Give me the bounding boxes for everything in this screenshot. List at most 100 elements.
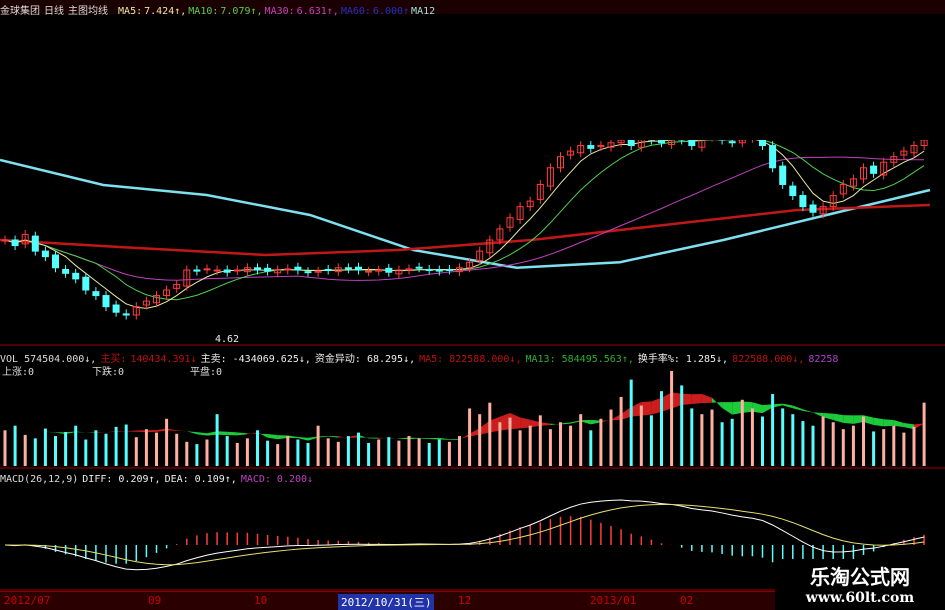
candle-body bbox=[839, 183, 847, 195]
volume-bar bbox=[437, 439, 441, 466]
candle-body bbox=[870, 165, 878, 174]
volume-ma-band bbox=[641, 401, 652, 416]
volume-ma-band bbox=[267, 434, 278, 440]
volume-ma-band bbox=[893, 419, 904, 428]
candle-body bbox=[405, 268, 413, 271]
candle-body bbox=[546, 167, 554, 187]
volume-bar bbox=[538, 415, 542, 466]
volume-bar bbox=[114, 426, 118, 466]
ma-label: MA10: bbox=[188, 6, 219, 17]
candle-body bbox=[789, 185, 797, 197]
main-header: 金球集团 日线 主图均线 MA5: 7.424↑, MA10: 7.079↑, MA30: 6… bbox=[0, 2, 443, 17]
volume-bar bbox=[508, 417, 512, 466]
volume-ma-band bbox=[35, 431, 46, 433]
candle-body bbox=[749, 137, 755, 138]
candle-body bbox=[1, 239, 9, 242]
volume-bar bbox=[902, 432, 906, 466]
volume-bar bbox=[801, 421, 805, 466]
ma-label: MA12 bbox=[411, 6, 436, 17]
candle-body bbox=[709, 134, 715, 137]
volume-ma-band bbox=[903, 422, 914, 430]
candle-body bbox=[910, 145, 918, 154]
volume-bar bbox=[33, 438, 37, 466]
candle-body bbox=[355, 266, 362, 271]
header-bar bbox=[0, 0, 945, 14]
volume-ma-band bbox=[156, 428, 167, 432]
volume-bar bbox=[922, 402, 926, 466]
indicator-label[interactable]: 主图均线 bbox=[68, 6, 108, 17]
watermark: 乐淘公式网 www.60lt.com bbox=[775, 559, 945, 609]
candle-body bbox=[637, 140, 645, 148]
volume-ma-band bbox=[55, 432, 66, 434]
volume-ma-band bbox=[136, 430, 147, 433]
volume-bar bbox=[599, 418, 603, 466]
volume-bar bbox=[821, 416, 825, 466]
volume-ma-band bbox=[429, 437, 440, 440]
volume-bar bbox=[195, 444, 199, 466]
candle-body bbox=[516, 206, 524, 220]
volume-ma-band bbox=[378, 437, 389, 439]
volume-bar bbox=[831, 422, 835, 466]
volume-bar bbox=[498, 422, 502, 466]
candle-body bbox=[41, 250, 49, 258]
volume-ma-band bbox=[25, 430, 36, 433]
indicator-value: DIFF: 0.209↑, bbox=[82, 474, 161, 485]
ma120-line bbox=[0, 203, 931, 257]
volume-ma-band bbox=[621, 407, 632, 420]
candle-body bbox=[203, 268, 211, 271]
volume-ma-band bbox=[530, 419, 541, 428]
candle-body bbox=[779, 165, 787, 185]
volume-ma-band bbox=[914, 423, 925, 430]
volume-ma-band bbox=[560, 422, 571, 425]
volume-ma-band bbox=[479, 420, 490, 435]
volume-ma-band bbox=[772, 403, 783, 408]
indicator-value: 主卖: -434069.625↓, bbox=[200, 354, 311, 365]
volume-bar bbox=[791, 414, 795, 466]
volume-bar bbox=[427, 442, 431, 466]
volume-ma-band bbox=[661, 392, 672, 412]
volume-bar bbox=[771, 394, 775, 466]
volume-bar bbox=[104, 433, 108, 466]
candle-body bbox=[607, 142, 615, 148]
volume-bar bbox=[336, 441, 340, 466]
volume-ma-band bbox=[398, 437, 409, 440]
candle-body bbox=[718, 140, 726, 141]
volume-bar bbox=[134, 437, 138, 466]
ma30-line bbox=[4, 156, 925, 281]
candle-body bbox=[567, 150, 575, 156]
volume-ma-band bbox=[611, 413, 622, 421]
axis-label: 12 bbox=[458, 594, 472, 607]
candle-body bbox=[587, 145, 595, 149]
volume-ma-band bbox=[742, 401, 753, 413]
indicator-value: MA5: 822588.000↓, bbox=[419, 354, 522, 365]
volume-ma-band bbox=[95, 432, 106, 433]
candle-body bbox=[536, 183, 544, 200]
volume-ma-band bbox=[338, 436, 349, 438]
candle-body bbox=[617, 140, 625, 144]
candle-body bbox=[577, 145, 585, 154]
volume-ma-band bbox=[499, 413, 510, 431]
volume-bar bbox=[649, 415, 653, 466]
candle-body bbox=[496, 228, 504, 241]
volume-ma-band bbox=[459, 433, 470, 440]
candle-body bbox=[658, 140, 665, 144]
candle-body bbox=[304, 271, 312, 274]
watermark-url: www.60lt.com bbox=[805, 590, 915, 606]
candle-body bbox=[122, 313, 130, 316]
volume-bar bbox=[841, 429, 845, 466]
volume-bar bbox=[54, 436, 57, 466]
candle-body bbox=[759, 140, 766, 147]
volume-ma-band bbox=[510, 413, 521, 430]
volume-bar bbox=[175, 433, 179, 466]
volume-ma-band bbox=[196, 432, 207, 436]
volume-bar bbox=[357, 432, 360, 466]
volume-ma-band bbox=[439, 437, 450, 440]
volume-ma-band bbox=[308, 436, 319, 441]
stat-flat: 平盘:0 bbox=[190, 367, 223, 378]
volume-bar bbox=[215, 414, 219, 466]
axis-label: 09 bbox=[148, 594, 162, 607]
period-label[interactable]: 日线 bbox=[44, 6, 64, 17]
candle-body bbox=[880, 161, 888, 176]
candle-body bbox=[52, 254, 59, 269]
volume-bar bbox=[700, 414, 704, 466]
